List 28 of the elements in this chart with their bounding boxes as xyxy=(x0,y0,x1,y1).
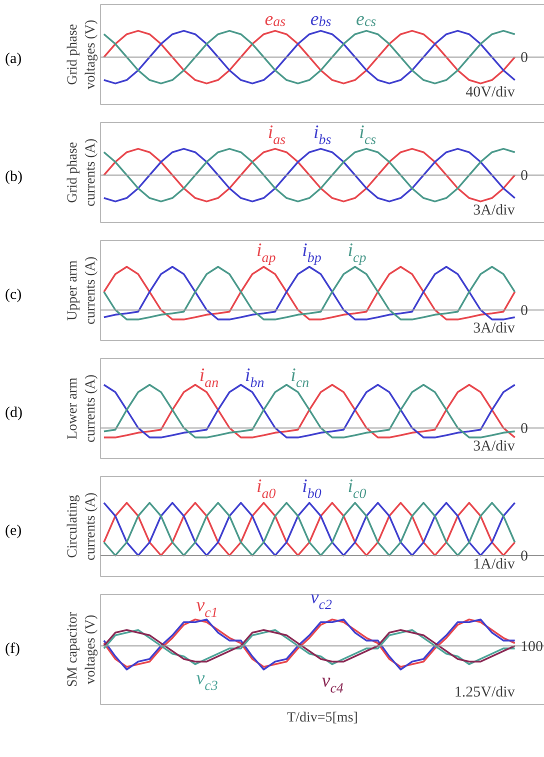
text: (a) xyxy=(5,50,22,69)
y-axis-title: Upper arm currents (A) xyxy=(66,256,98,325)
text: 3A/div xyxy=(473,320,516,336)
text: 40V/div xyxy=(466,84,516,100)
y-axis-title: Lower arm currents (A) xyxy=(66,374,98,443)
text: (f) xyxy=(5,640,20,659)
ref-line-label: 0 xyxy=(520,548,528,564)
ref-line-label: 0 xyxy=(520,420,528,437)
series-label: ecs xyxy=(356,8,377,30)
text: (d) xyxy=(5,404,22,423)
ref-line-label: 0 xyxy=(520,302,528,319)
text: (b) xyxy=(5,168,22,187)
text: 3A/div xyxy=(473,202,516,218)
text: 1A/div xyxy=(473,556,516,572)
y-axis-title: Grid phase voltages (V) xyxy=(66,19,98,90)
ref-line-label: 0 xyxy=(520,168,528,184)
x-axis-title: T/div=5[ms] xyxy=(287,710,358,726)
series-label: ebs xyxy=(310,8,332,30)
text: 3A/div xyxy=(473,438,516,454)
series-label: eas xyxy=(264,8,286,30)
text: 1.25V/div xyxy=(454,684,516,700)
y-axis-title: Grid phase currents (A) xyxy=(66,138,98,207)
ref-line-label: 0 xyxy=(520,50,528,66)
text: (e) xyxy=(5,522,22,541)
y-axis-title: Circulating currents (A) xyxy=(66,492,98,561)
y-axis-title: SM capacitor voltages (V) xyxy=(66,612,98,688)
text: (c) xyxy=(5,286,22,305)
annotation: 100 xyxy=(520,638,544,655)
